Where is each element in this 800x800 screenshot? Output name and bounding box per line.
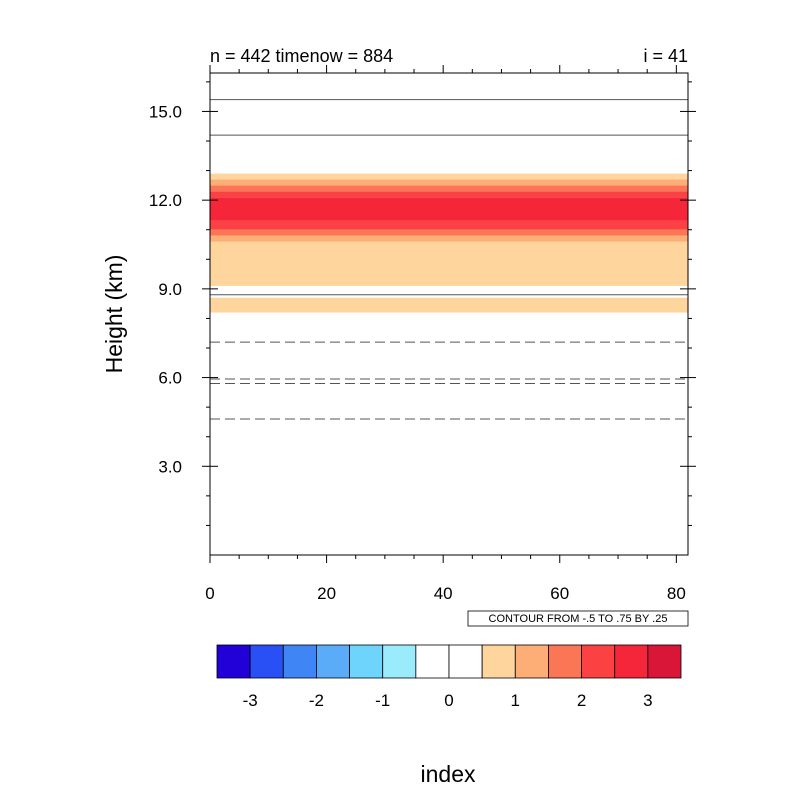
colorbar-swatch-2 — [282, 644, 317, 679]
contour-band-6 — [210, 191, 688, 198]
y-tick-label: 3.0 — [158, 457, 182, 476]
y-tick-label: 12.0 — [149, 191, 182, 210]
title-right: i = 41 — [643, 46, 688, 66]
contour-band-2 — [210, 235, 688, 242]
title-left: n = 442 timenow = 884 — [210, 46, 393, 66]
colorbar-swatch-1 — [249, 644, 284, 679]
colorbar-swatch-6 — [415, 644, 450, 679]
y-tick-label: 15.0 — [149, 102, 182, 121]
contour-band-9 — [210, 173, 688, 180]
contour-band-7 — [210, 185, 688, 192]
colorbar-label: -2 — [309, 691, 324, 710]
contour-band-8 — [210, 179, 688, 186]
contour-fill-bands — [210, 173, 688, 313]
colorbar-swatch-7 — [448, 644, 483, 679]
contour-lines — [210, 99, 688, 420]
y-tick-label: 9.0 — [158, 280, 182, 299]
colorbar-swatch-11 — [581, 644, 616, 679]
y-tick-labels: 3.0 6.0 9.0 12.0 15.0 — [149, 102, 182, 476]
colorbar-swatch-10 — [548, 644, 582, 679]
contour-band-5 — [210, 197, 688, 221]
colorbar-swatch-5 — [382, 644, 417, 679]
y-tick-label: 6.0 — [158, 369, 182, 388]
contour-band-0 — [210, 297, 688, 313]
colorbar-swatch-0 — [216, 644, 251, 679]
contour-band-1 — [210, 241, 688, 286]
x-tick-labels: 0 20 40 60 80 — [205, 584, 686, 603]
contour-info-text: CONTOUR FROM -.5 TO .75 BY .25 — [489, 613, 668, 625]
contour-band-3 — [210, 229, 688, 236]
plot-frame — [209, 72, 689, 556]
colorbar-swatch-8 — [481, 644, 516, 679]
colorbar-swatch-9 — [514, 644, 549, 679]
colorbar-label: 2 — [577, 691, 586, 710]
axis-ticks — [202, 65, 696, 563]
contour-info-box: CONTOUR FROM -.5 TO .75 BY .25 — [467, 610, 689, 627]
colorbar-labels: -3 -2 -1 0 1 2 3 — [243, 691, 653, 710]
x-tick-label: 20 — [317, 584, 336, 603]
x-tick-label: 0 — [205, 584, 214, 603]
colorbar-swatch-4 — [349, 644, 384, 679]
x-axis-label: index — [421, 761, 476, 787]
contour-band-4 — [210, 220, 688, 230]
colorbar — [216, 644, 682, 679]
y-axis-label: Height (km) — [101, 255, 127, 374]
colorbar-swatch-12 — [614, 644, 649, 679]
x-tick-label: 60 — [550, 584, 569, 603]
colorbar-label: 0 — [444, 691, 453, 710]
colorbar-swatch-13 — [647, 644, 682, 679]
plot-area — [202, 65, 696, 563]
colorbar-label: 1 — [511, 691, 520, 710]
x-tick-label: 40 — [434, 584, 453, 603]
colorbar-label: 3 — [643, 691, 652, 710]
x-tick-label: 80 — [667, 584, 686, 603]
colorbar-label: -1 — [375, 691, 390, 710]
colorbar-label: -3 — [243, 691, 258, 710]
colorbar-swatch-3 — [316, 644, 350, 679]
